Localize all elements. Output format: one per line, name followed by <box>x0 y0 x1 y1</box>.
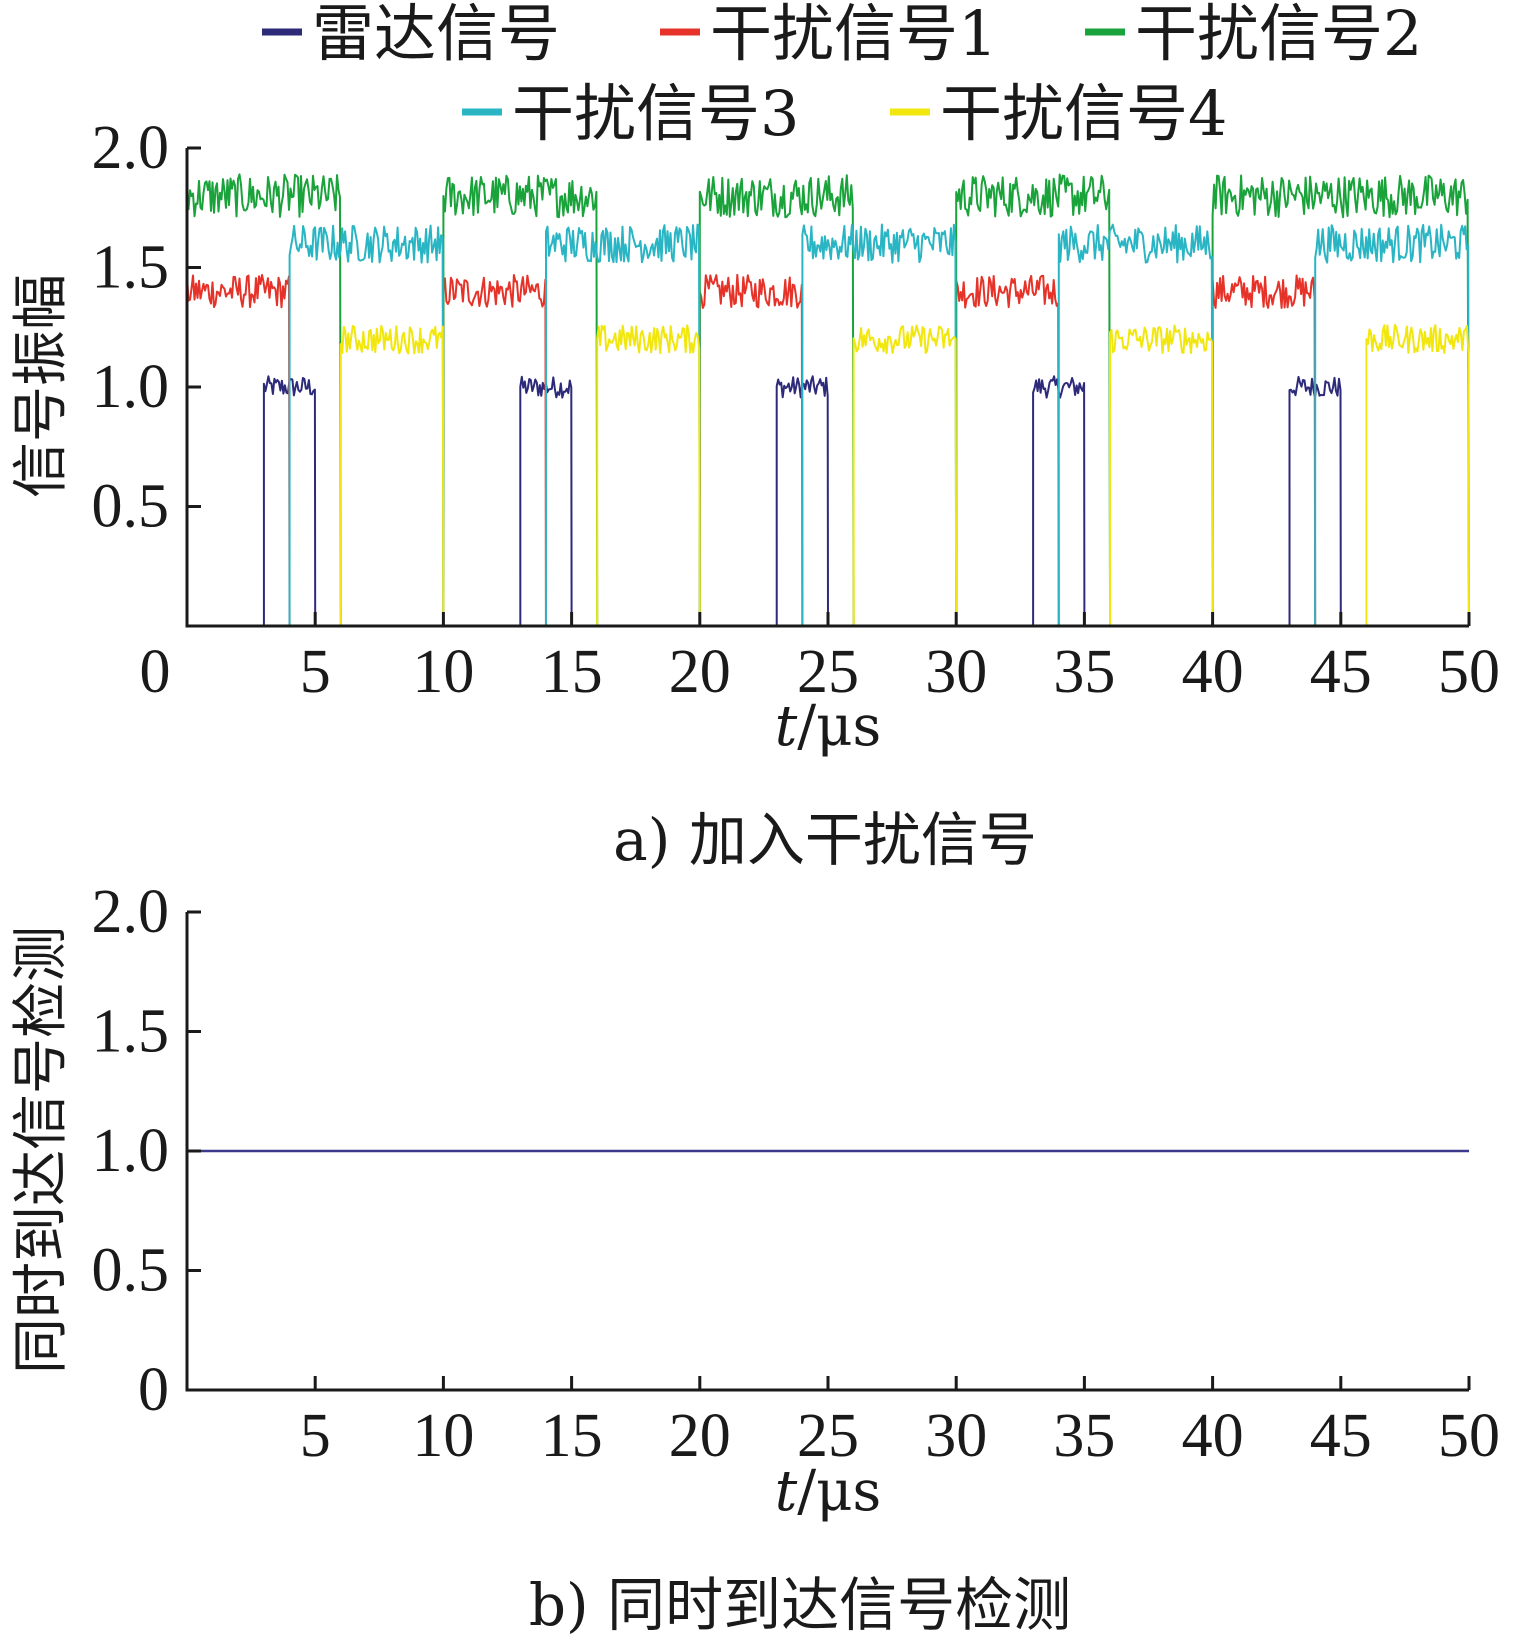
chart-b-ticks: 5 10 15 20 25 30 35 40 45 50 0 0.5 1.0 1.5 2.0 <box>92 878 1501 1470</box>
x-tick-label: 25 <box>797 638 859 706</box>
x-axis-unit: /μs <box>797 1459 881 1524</box>
legend-label: 干扰信号2 <box>1135 0 1422 70</box>
x-tick-label: 20 <box>669 638 731 706</box>
y-tick-label: 1.5 <box>92 998 170 1066</box>
x-tick-label: 45 <box>1310 1402 1372 1470</box>
series-line-1 <box>187 375 1469 627</box>
x-tick-label: 25 <box>797 1402 859 1470</box>
x-axis-unit: /μs <box>797 694 881 759</box>
x-axis-variable: t <box>775 694 798 759</box>
chart-b-caption: b) 同时到达信号检测 <box>529 1571 1071 1639</box>
series-line-5 <box>187 323 1470 627</box>
legend-item-jam2: 干扰信号2 <box>1085 0 1422 70</box>
x-tick-label: 50 <box>1438 638 1500 706</box>
legend: 雷达信号 干扰信号1 干扰信号2 干扰信号3 干扰信号4 <box>262 0 1422 150</box>
x-tick-label: 10 <box>412 638 474 706</box>
x-tick-label: 20 <box>669 1402 731 1470</box>
chart-a-caption: a) 加入干扰信号 <box>613 806 1037 874</box>
chart-b-y-axis-label: 同时到达信号检测 <box>9 926 74 1374</box>
chart-a-series <box>186 173 1470 627</box>
legend-label: 干扰信号4 <box>940 77 1227 150</box>
x-tick-label: 35 <box>1053 638 1115 706</box>
x-tick-label: 0 <box>140 638 171 706</box>
legend-item-jam1: 干扰信号1 <box>660 0 997 70</box>
chart-a-x-axis-label: t/μs <box>775 694 882 759</box>
x-tick-label: 5 <box>300 638 331 706</box>
legend-item-radar: 雷达信号 <box>262 0 560 70</box>
x-tick-label: 40 <box>1182 638 1244 706</box>
chart-b-x-axis-label: t/μs <box>775 1459 882 1524</box>
series-line-2 <box>186 273 1469 627</box>
x-tick-label: 15 <box>541 638 603 706</box>
legend-item-jam3: 干扰信号3 <box>462 77 799 150</box>
x-tick-label: 15 <box>541 1402 603 1470</box>
chart-b-axes <box>185 912 1469 1392</box>
y-tick-label: 2.0 <box>92 878 170 946</box>
chart-a-ticks: 0 5 10 15 20 25 30 35 40 45 50 0.5 1.0 1.5 2.0 <box>92 114 1501 706</box>
x-tick-label: 10 <box>412 1402 474 1470</box>
x-tick-label: 30 <box>925 1402 987 1470</box>
y-tick-label: 2.0 <box>92 114 170 182</box>
x-tick-label: 50 <box>1438 1402 1500 1470</box>
y-tick-label: 1.0 <box>92 353 170 421</box>
y-tick-label: 0.5 <box>92 1237 170 1305</box>
legend-label: 干扰信号1 <box>710 0 997 70</box>
chart-a-axes <box>185 148 1469 628</box>
y-tick-label: 1.0 <box>92 1117 170 1185</box>
legend-label: 干扰信号3 <box>512 77 799 150</box>
x-tick-label: 5 <box>300 1402 331 1470</box>
y-tick-label: 0.5 <box>92 473 170 541</box>
x-axis-variable: t <box>775 1459 798 1524</box>
x-tick-label: 35 <box>1053 1402 1115 1470</box>
legend-label: 雷达信号 <box>312 0 560 70</box>
series-line-4 <box>187 223 1470 627</box>
y-tick-label: 1.5 <box>92 234 170 302</box>
chart-a-y-axis-label: 信号振幅 <box>9 274 74 498</box>
x-tick-label: 40 <box>1182 1402 1244 1470</box>
y-tick-label: 0 <box>138 1356 169 1424</box>
x-tick-label: 45 <box>1310 638 1372 706</box>
series-line-3 <box>186 173 1470 627</box>
legend-item-jam4: 干扰信号4 <box>890 77 1227 150</box>
x-tick-label: 30 <box>925 638 987 706</box>
chart-a: 0 5 10 15 20 25 30 35 40 45 50 0.5 1.0 1.5 2.0 信号振幅 t/… <box>9 114 1500 874</box>
chart-b: 5 10 15 20 25 30 35 40 45 50 0 0.5 1.0 1.5 2.0 同时到达信号检… <box>9 878 1500 1639</box>
